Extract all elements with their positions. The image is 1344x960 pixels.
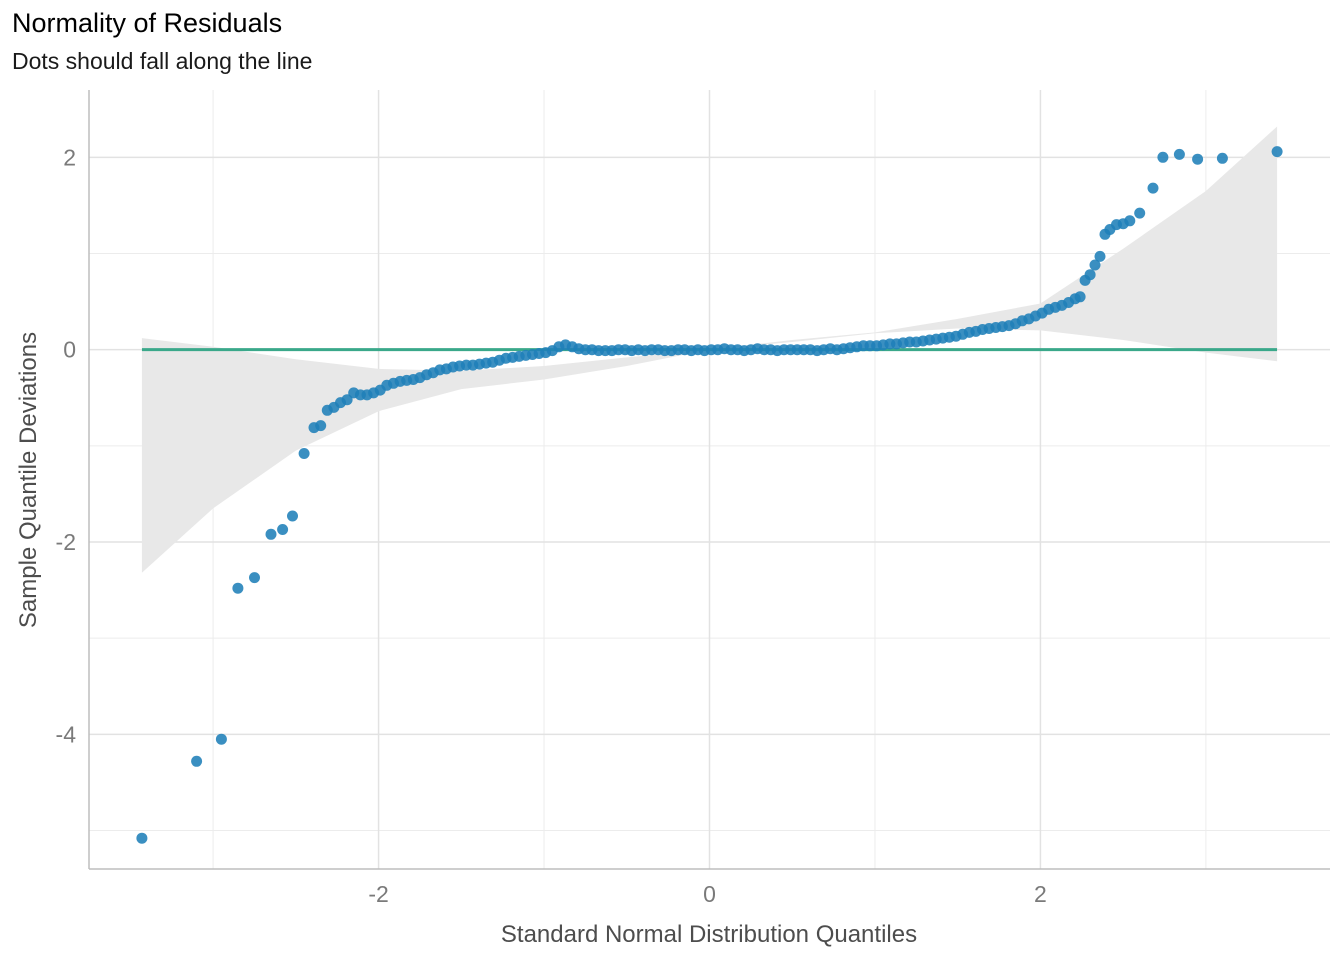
data-point — [249, 572, 260, 584]
data-point — [1134, 207, 1146, 219]
data-point — [215, 733, 227, 745]
data-point — [1089, 259, 1101, 271]
data-point — [1271, 146, 1283, 158]
chart-subtitle: Dots should fall along the line — [12, 48, 313, 74]
chart-title: Normality of Residuals — [12, 8, 283, 38]
data-point — [1074, 291, 1086, 303]
x-tick-labels: -2 0 2 — [368, 881, 1046, 907]
data-point — [1216, 152, 1228, 164]
data-point — [136, 832, 148, 844]
data-point — [277, 524, 289, 535]
y-tick-labels: -4 -2 0 2 — [56, 144, 77, 747]
data-point — [1192, 153, 1204, 165]
x-tick-label: 0 — [703, 881, 716, 907]
x-tick-label: -2 — [368, 881, 388, 907]
y-axis-label: Sample Quantile Deviations — [15, 332, 42, 628]
data-point — [1084, 269, 1096, 281]
axes — [88, 90, 1330, 870]
data-point — [1157, 151, 1169, 163]
data-point — [191, 755, 203, 767]
data-point — [265, 528, 277, 540]
data-points — [136, 146, 1283, 844]
y-tick-label: 0 — [63, 337, 76, 363]
y-tick-label: 2 — [63, 144, 76, 170]
data-point — [315, 420, 327, 432]
data-point — [1124, 215, 1136, 227]
data-point — [298, 448, 310, 459]
data-point — [1173, 148, 1185, 160]
x-axis-label: Standard Normal Distribution Quantiles — [501, 921, 917, 948]
x-tick-label: 2 — [1034, 881, 1047, 907]
data-point — [1094, 250, 1106, 262]
data-point — [1147, 182, 1159, 194]
major-gridlines — [89, 90, 1330, 869]
data-point — [232, 582, 244, 594]
y-tick-label: -2 — [56, 529, 76, 555]
data-point — [287, 510, 298, 522]
y-tick-label: -4 — [56, 721, 77, 747]
data-point — [341, 394, 353, 406]
